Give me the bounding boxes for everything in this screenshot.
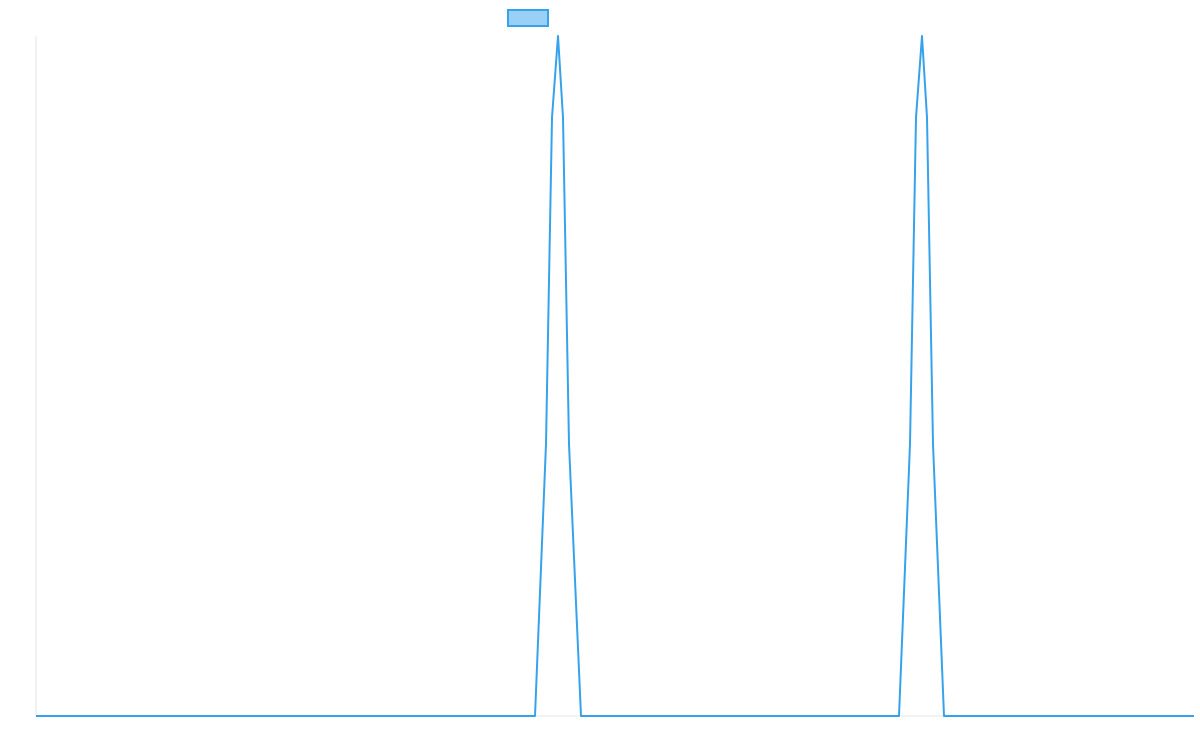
axes [35, 36, 1194, 717]
series-layer [36, 35, 1194, 717]
series-line-0 [36, 35, 1194, 717]
legend-swatch-0[interactable] [507, 9, 549, 27]
legend[interactable] [507, 9, 549, 27]
